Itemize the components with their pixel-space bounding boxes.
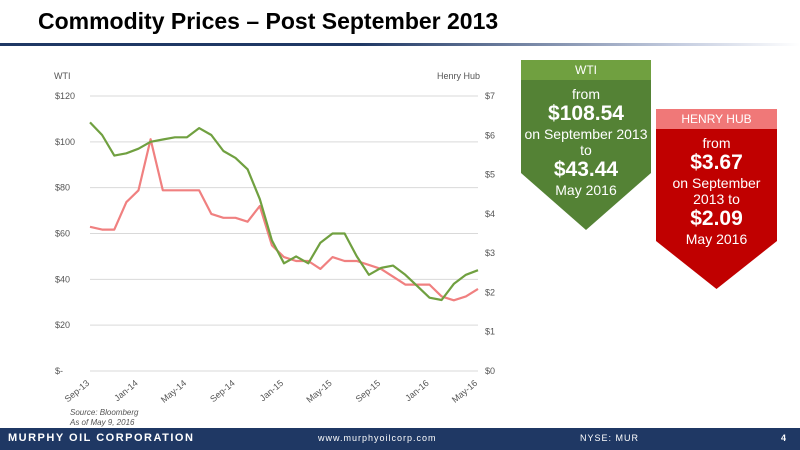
- henry-hub-callout: HENRY HUB from $3.67 on September 2013 t…: [656, 109, 777, 289]
- series-line-wti: [89, 121, 479, 302]
- hh-end-date: May 2016: [685, 231, 748, 247]
- x-tick-label: Sep-13: [63, 378, 92, 404]
- hh-from-label: from: [702, 135, 731, 151]
- y-right-tick-label: $7: [485, 91, 495, 101]
- y-left-tick-label: $20: [55, 320, 70, 330]
- wti-callout-header: WTI: [521, 60, 651, 80]
- footer-bar: MURPHY OIL CORPORATION www.murphyoilcorp…: [0, 428, 800, 450]
- commodity-price-chart: WTI Henry Hub $-$20$40$60$80$100$120 $0$…: [54, 71, 495, 405]
- ticker-label: NYSE: MUR: [580, 433, 640, 443]
- source-note: Source: Bloomberg: [70, 408, 139, 417]
- wti-start-value: $108.54: [548, 102, 624, 125]
- grid-lines: [90, 95, 478, 372]
- y-right-tick-label: $3: [485, 248, 495, 258]
- page-number: 4: [780, 433, 786, 443]
- x-tick-label: Sep-15: [354, 378, 383, 404]
- page-title: Commodity Prices – Post September 2013: [38, 8, 499, 34]
- y-right-tick-labels: $0 $1 $2 $3 $4 $5 $6 $7: [485, 91, 495, 376]
- x-tick-label: May-16: [450, 378, 479, 405]
- y-left-tick-label: $120: [55, 91, 75, 101]
- wti-end-value: $43.44: [553, 158, 619, 181]
- company-name: MURPHY OIL CORPORATION: [8, 432, 195, 444]
- x-tick-label: Jan-14: [112, 378, 140, 403]
- y-left-tick-label: $40: [55, 274, 70, 284]
- x-tick-label: May-14: [159, 378, 188, 405]
- y-right-tick-label: $0: [485, 366, 495, 376]
- hh-callout-body: from $3.67 on September 2013 to $2.09 Ma…: [656, 129, 777, 289]
- hh-end-value: $2.09: [690, 207, 743, 230]
- y-left-tick-label: $80: [55, 183, 70, 193]
- hh-start-value: $3.67: [690, 151, 743, 174]
- y-right-tick-label: $2: [485, 287, 495, 297]
- wti-callout-body: from $108.54 on September 2013 to $43.44…: [521, 80, 651, 230]
- series-line-henry-hub: [89, 138, 479, 302]
- x-tick-labels: Sep-13 Jan-14 May-14 Sep-14 Jan-15 May-15 Sep-…: [63, 378, 480, 405]
- title-divider: [0, 43, 800, 46]
- website-link[interactable]: www.murphyoilcorp.com: [318, 433, 437, 443]
- y-right-axis-label: Henry Hub: [437, 71, 480, 81]
- y-left-tick-label: $100: [55, 137, 75, 147]
- x-tick-label: Jan-15: [258, 378, 286, 403]
- x-tick-label: May-15: [304, 378, 333, 405]
- y-right-tick-label: $5: [485, 170, 495, 180]
- wti-from-label: from: [572, 86, 600, 102]
- y-left-tick-label: $-: [55, 366, 63, 376]
- wti-mid-text: on September 2013 to: [524, 126, 648, 158]
- y-right-tick-label: $1: [485, 327, 495, 337]
- x-tick-label: Sep-14: [208, 378, 237, 404]
- wti-callout: WTI from $108.54 on September 2013 to $4…: [521, 60, 651, 230]
- y-left-tick-label: $60: [55, 229, 70, 239]
- series-lines: [89, 121, 479, 302]
- y-left-axis-label: WTI: [54, 71, 71, 81]
- hh-mid-text: on September 2013 to: [672, 175, 761, 207]
- as-of-note: As of May 9, 2016: [70, 418, 135, 427]
- hh-callout-header: HENRY HUB: [656, 109, 777, 129]
- y-right-tick-label: $4: [485, 209, 495, 219]
- x-tick-label: Jan-16: [403, 378, 431, 403]
- y-left-tick-labels: $- $20 $40 $60 $80 $100 $120: [55, 91, 75, 376]
- wti-end-date: May 2016: [555, 182, 617, 198]
- y-right-tick-label: $6: [485, 130, 495, 140]
